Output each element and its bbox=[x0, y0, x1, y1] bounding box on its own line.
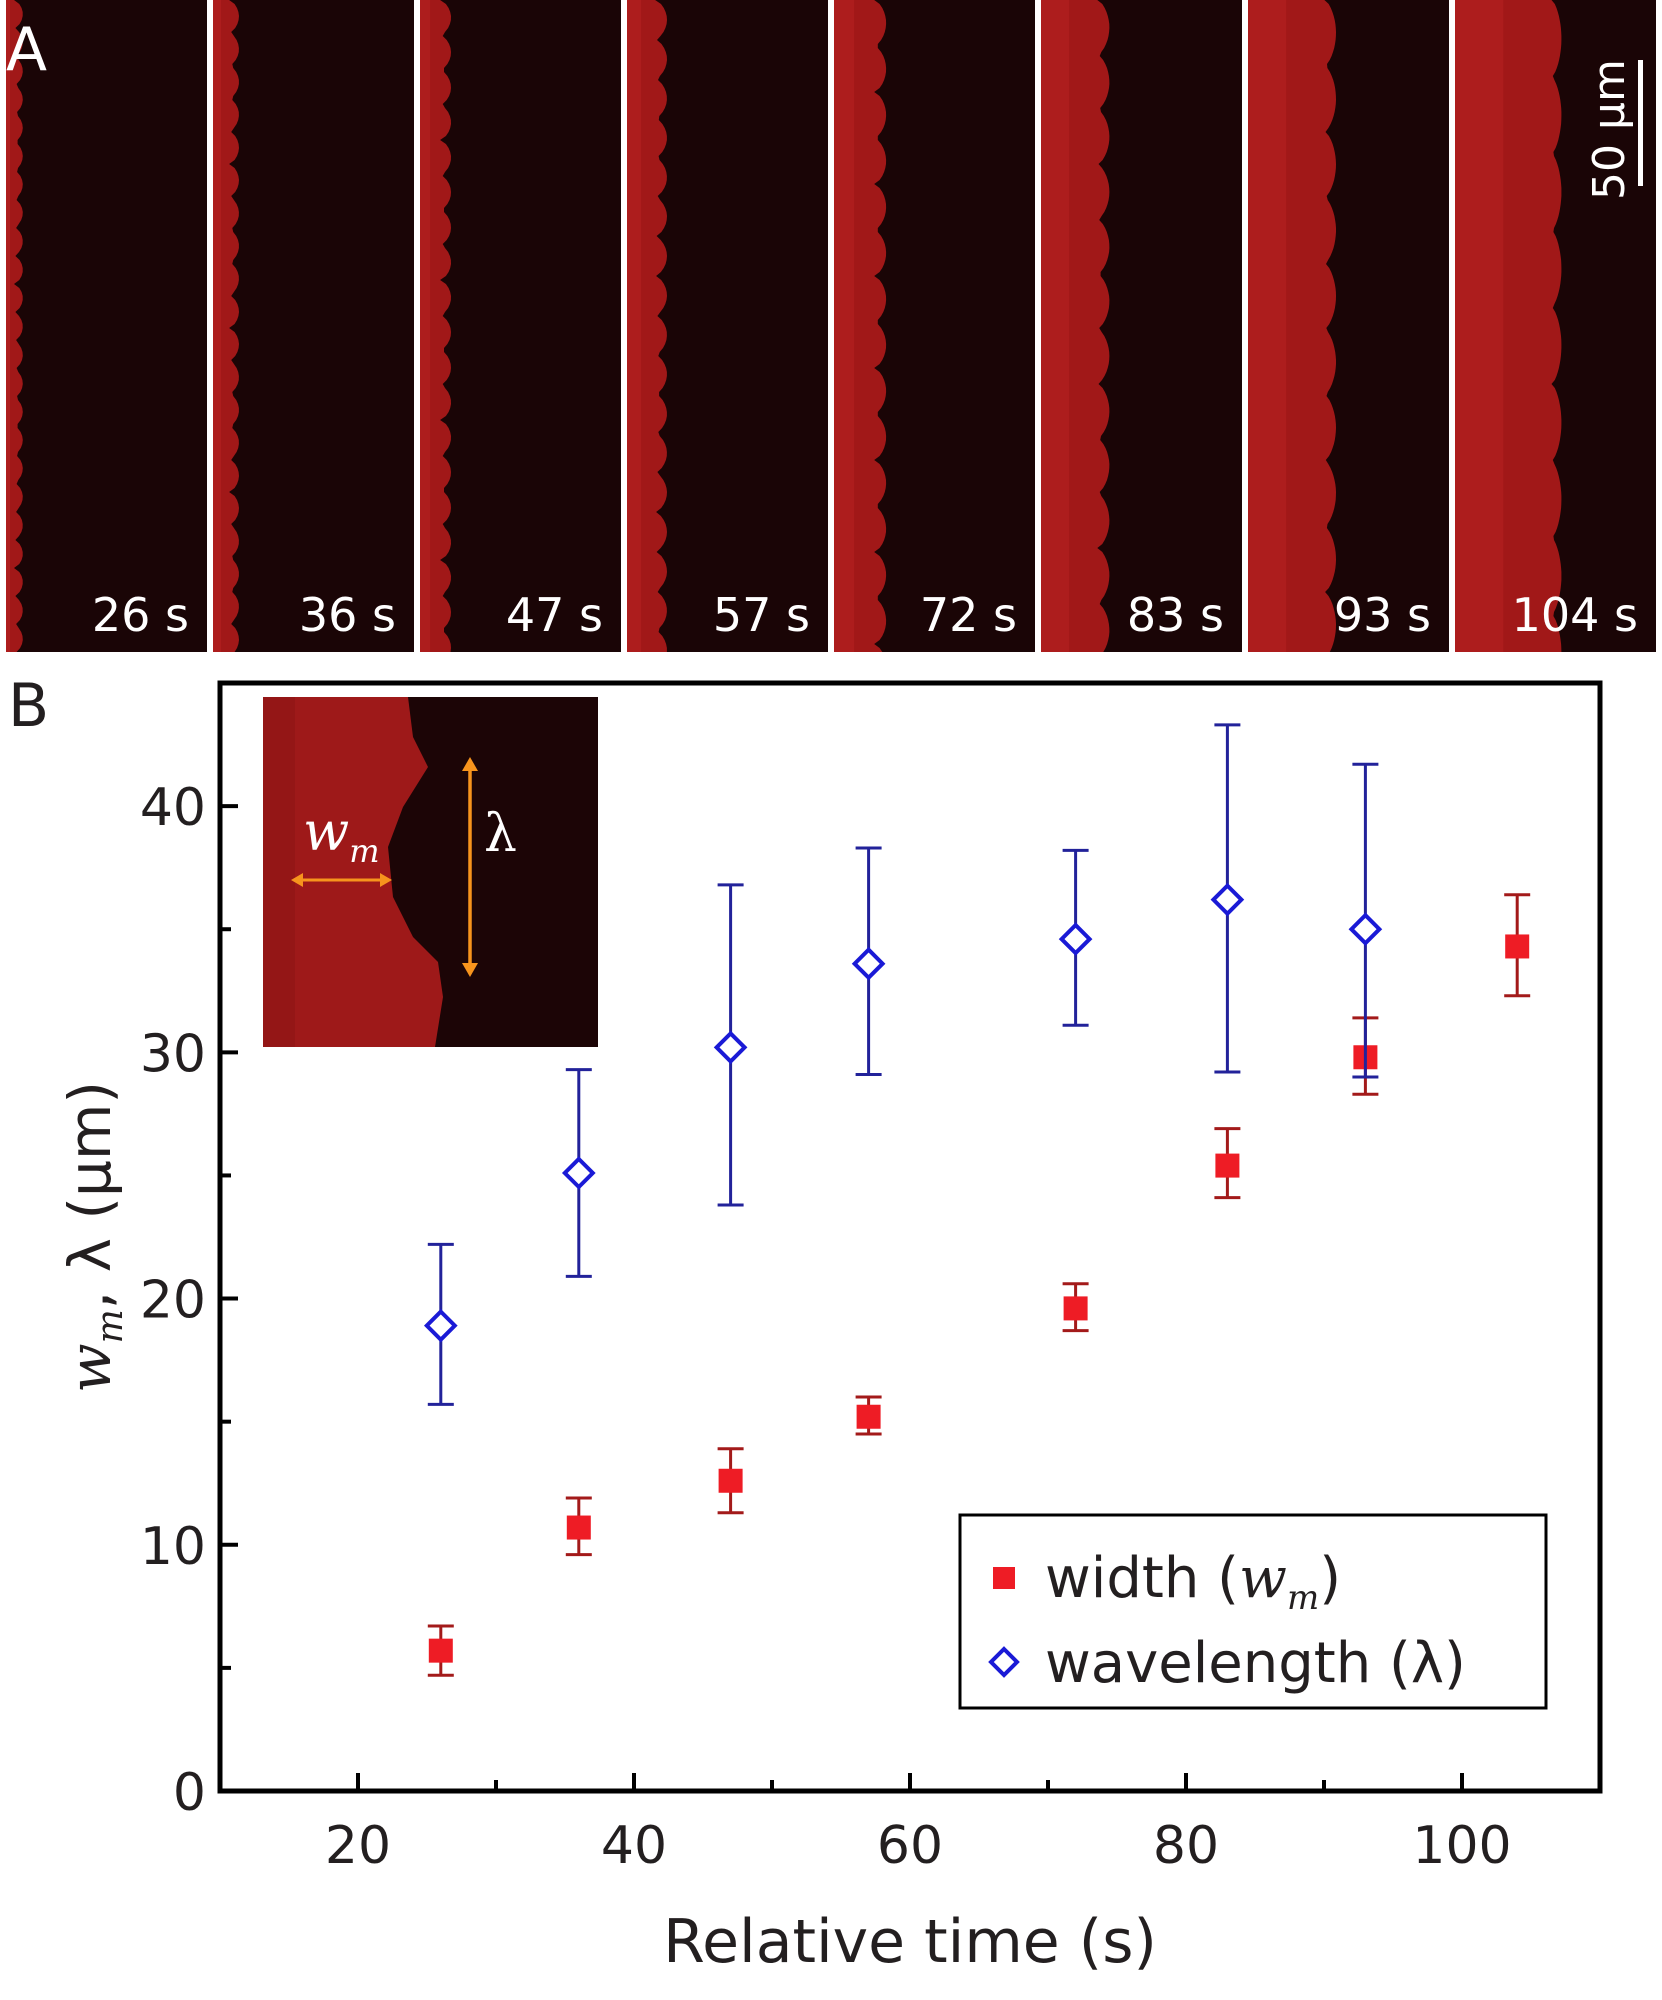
micrograph-svg bbox=[420, 0, 621, 652]
panel-b-letter: B bbox=[8, 671, 50, 741]
membrane-band bbox=[1248, 0, 1336, 652]
micrograph-frame: 104 s bbox=[1455, 0, 1656, 652]
x-tick-label: 60 bbox=[877, 1816, 943, 1876]
width-point bbox=[718, 1468, 743, 1493]
scale-bar bbox=[1638, 60, 1643, 186]
frame-time-label: 36 s bbox=[298, 588, 396, 642]
x-tick-label: 80 bbox=[1153, 1816, 1219, 1876]
membrane-band bbox=[213, 0, 239, 652]
inset-image bbox=[263, 697, 598, 1047]
width-point bbox=[566, 1515, 591, 1540]
frame-time-label: 104 s bbox=[1511, 588, 1638, 642]
micrograph-svg bbox=[1041, 0, 1242, 652]
frame-time-label: 26 s bbox=[91, 588, 189, 642]
wavelength-point bbox=[423, 1308, 458, 1343]
legend-wavelength-label: wavelength (λ) bbox=[1045, 1631, 1466, 1696]
micrograph-svg bbox=[1455, 0, 1656, 652]
legend-width-text: width ( bbox=[1045, 1546, 1239, 1611]
membrane-band bbox=[1041, 0, 1110, 652]
inset-width-arrow-left-head bbox=[291, 873, 303, 887]
legend-width-label: width (wm) bbox=[1045, 1546, 1341, 1618]
inset-edge bbox=[263, 697, 295, 1047]
frame-background bbox=[213, 0, 414, 652]
x-tick-label: 100 bbox=[1412, 1816, 1511, 1876]
inset-width-arrow-right-head bbox=[380, 873, 392, 887]
wavelength-point bbox=[1210, 882, 1245, 917]
legend-width-sub: m bbox=[1287, 1578, 1319, 1618]
frame-time-label: 47 s bbox=[505, 588, 603, 642]
legend-width-w: w bbox=[1239, 1546, 1287, 1611]
legend-width-marker bbox=[993, 1567, 1015, 1589]
frame-time-label: 57 s bbox=[712, 588, 810, 642]
band-core bbox=[1248, 0, 1287, 652]
frame-time-label: 93 s bbox=[1333, 588, 1431, 642]
micrograph-svg bbox=[1248, 0, 1449, 652]
width-point bbox=[1505, 934, 1530, 959]
micrograph-frame: 83 s bbox=[1041, 0, 1242, 652]
wavelength-point bbox=[561, 1156, 596, 1190]
y-tick-label: 20 bbox=[140, 1271, 206, 1331]
scale-bar-label: 50 μm bbox=[1584, 59, 1635, 200]
micrograph-frame: 47 s bbox=[420, 0, 621, 652]
y-tick-label: 30 bbox=[140, 1024, 206, 1084]
micrograph-frame: 72 s bbox=[834, 0, 1035, 652]
x-tick-label: 20 bbox=[325, 1816, 391, 1876]
inset-lambda-arrow-top-head bbox=[462, 757, 478, 771]
y-tick-label: 40 bbox=[140, 778, 206, 838]
band-core bbox=[627, 0, 642, 652]
y-tick-label: 0 bbox=[173, 1763, 206, 1823]
y-axis-label-sub: m bbox=[90, 1309, 131, 1343]
band-core bbox=[1041, 0, 1070, 652]
panel-a-letter: A bbox=[6, 15, 48, 85]
x-tick-label: 40 bbox=[601, 1816, 667, 1876]
inset-membrane bbox=[263, 697, 443, 1047]
width-point bbox=[856, 1404, 881, 1429]
width-point bbox=[428, 1638, 453, 1663]
width-point bbox=[1215, 1153, 1240, 1178]
inset-lambda-label: λ bbox=[484, 804, 517, 864]
band-core bbox=[420, 0, 431, 652]
wavelength-point bbox=[1058, 922, 1093, 956]
micrograph-svg bbox=[213, 0, 414, 652]
band-core bbox=[1455, 0, 1504, 652]
micrograph-frame: 57 s bbox=[627, 0, 828, 652]
legend-box bbox=[958, 1513, 1548, 1710]
micrograph-frame: 93 s bbox=[1248, 0, 1449, 652]
membrane-band bbox=[420, 0, 451, 652]
membrane-band bbox=[834, 0, 887, 652]
width-point bbox=[1063, 1296, 1088, 1321]
y-axis-label-w: w bbox=[56, 1343, 124, 1393]
y-axis-label: wm, λ (μm) bbox=[56, 1081, 131, 1393]
panel-a-image-strip: 26 s 36 s 47 s 57 s 72 s 83 s 93 s 104 s bbox=[0, 0, 1662, 652]
band-core bbox=[6, 0, 11, 652]
y-tick-label: 10 bbox=[140, 1517, 206, 1577]
wavelength-point bbox=[1348, 912, 1383, 947]
x-axis-label: Relative time (s) bbox=[663, 1907, 1157, 1977]
wavelength-point bbox=[851, 946, 886, 981]
frame-time-label: 83 s bbox=[1126, 588, 1224, 642]
micrograph-frame: 36 s bbox=[213, 0, 414, 652]
micrograph-svg bbox=[834, 0, 1035, 652]
membrane-band bbox=[627, 0, 667, 652]
legend-wavelength-marker bbox=[988, 1646, 1020, 1678]
micrograph-frame: 26 s bbox=[6, 0, 207, 652]
band-core bbox=[834, 0, 855, 652]
inset-lambda-arrow-bottom-head bbox=[462, 963, 478, 977]
frame-background bbox=[6, 0, 207, 652]
membrane-band bbox=[6, 0, 23, 652]
legend-width-close: ) bbox=[1319, 1546, 1341, 1611]
micrograph-svg bbox=[627, 0, 828, 652]
membrane-band bbox=[1455, 0, 1562, 652]
frame-background bbox=[420, 0, 621, 652]
micrograph-svg bbox=[6, 0, 207, 652]
y-axis-label-rest: , λ (μm) bbox=[56, 1081, 124, 1309]
inset-svg bbox=[263, 697, 598, 1047]
wavelength-point bbox=[713, 1030, 748, 1065]
band-core bbox=[213, 0, 222, 652]
inset-w-label: wm bbox=[303, 800, 380, 870]
frame-time-label: 72 s bbox=[919, 588, 1017, 642]
